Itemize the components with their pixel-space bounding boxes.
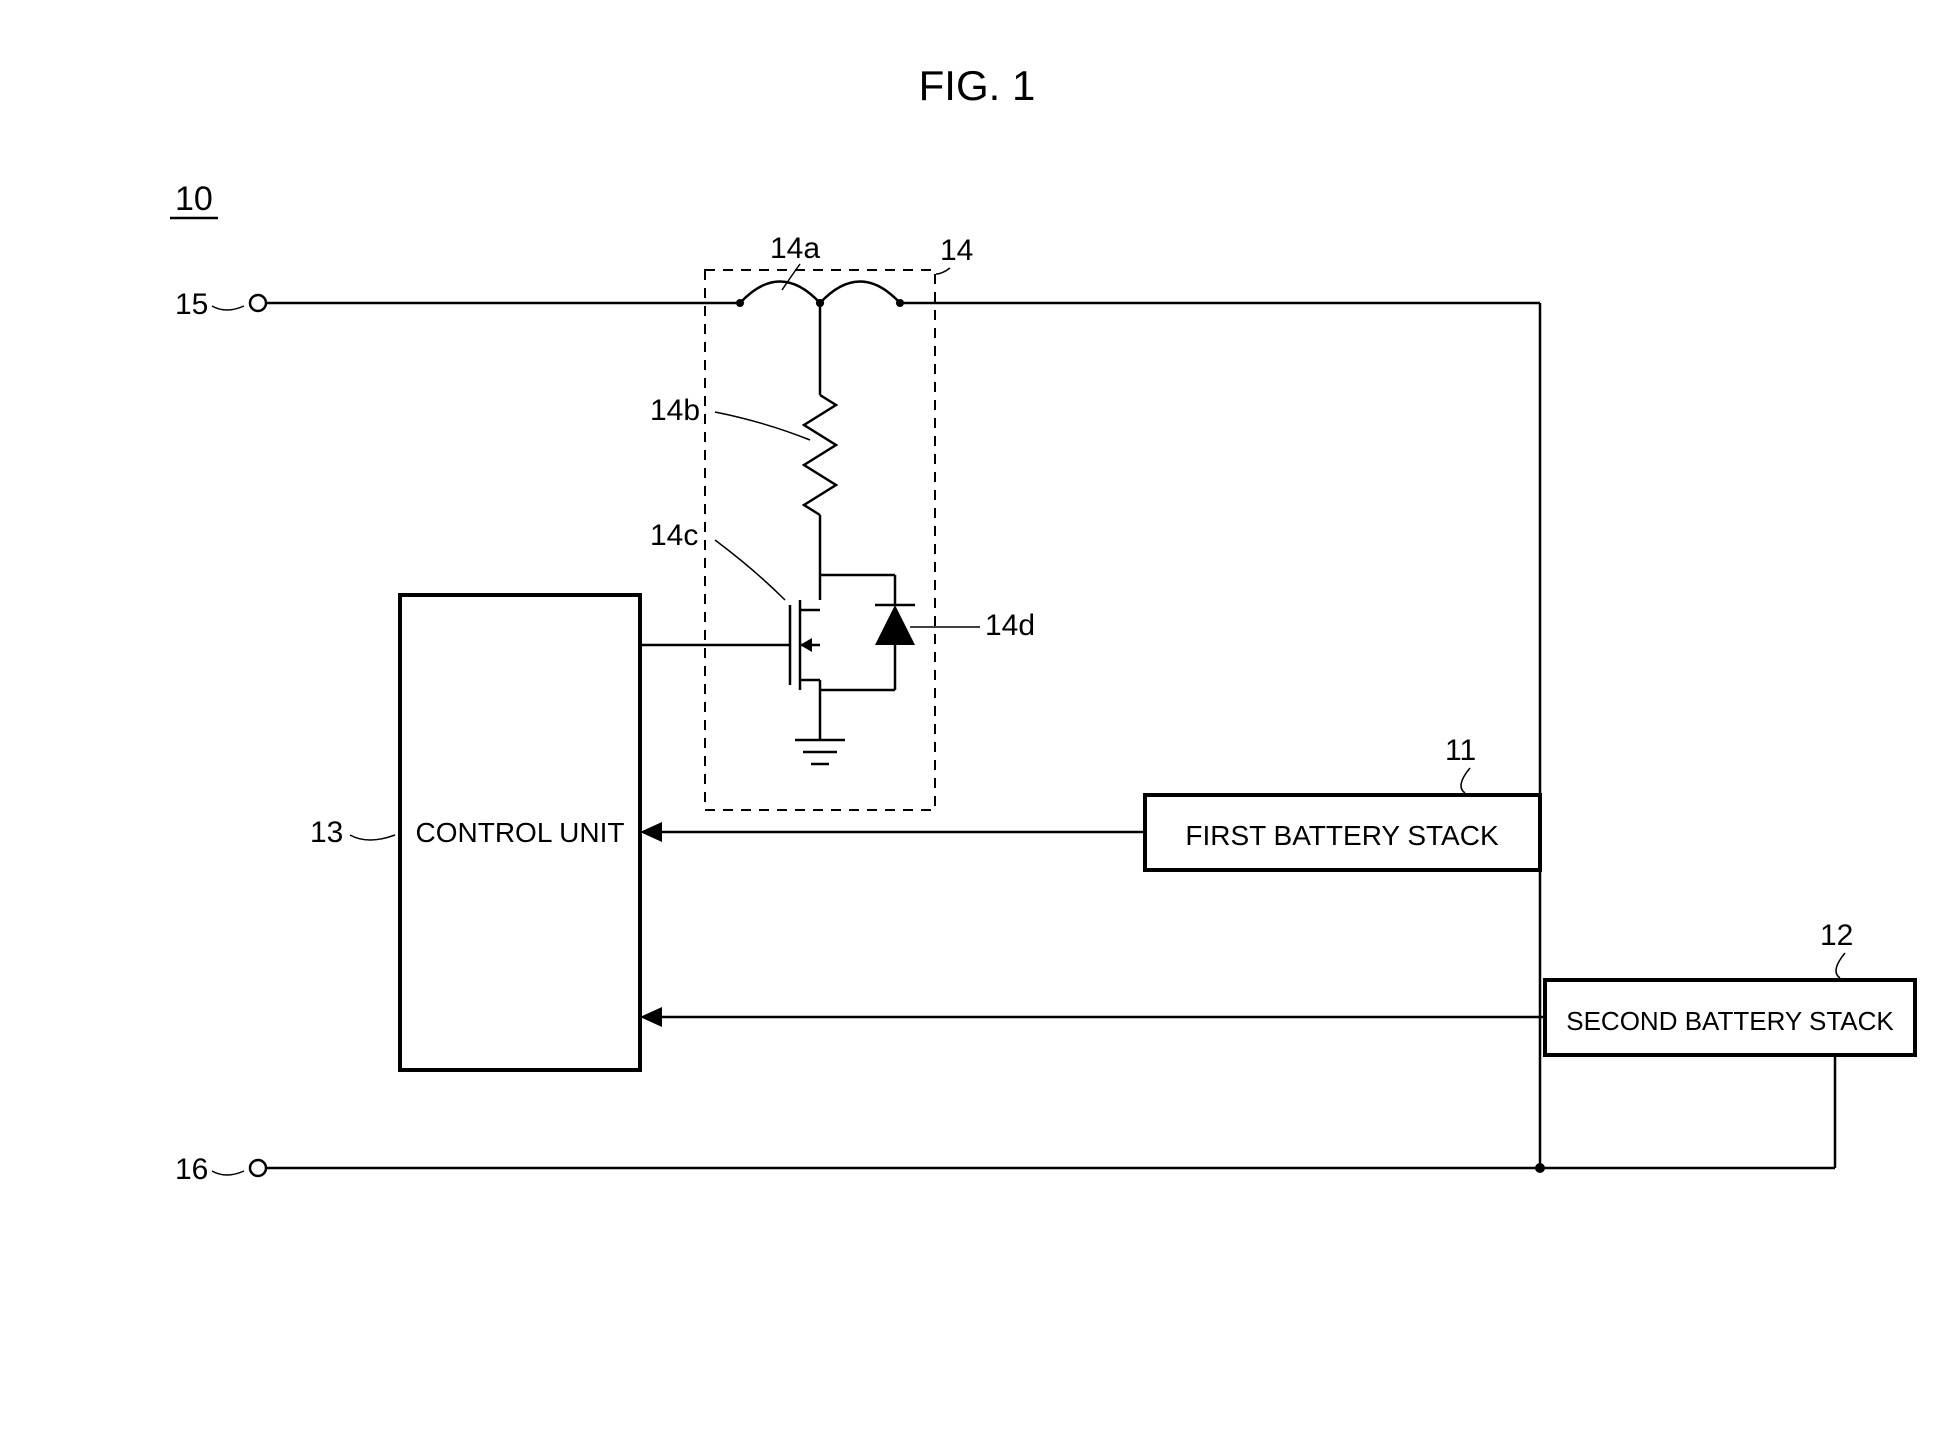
arrow-stack2-to-cu — [640, 1007, 662, 1027]
terminal-15 — [250, 295, 266, 311]
diode-14d — [875, 605, 915, 690]
figure-title: FIG. 1 — [919, 62, 1036, 109]
control-unit-label: CONTROL UNIT — [416, 817, 625, 848]
label-14a: 14a — [770, 232, 820, 265]
figure-ref: 10 — [175, 180, 213, 218]
label-14d: 14d — [985, 609, 1035, 642]
first-battery-stack-label: FIRST BATTERY STACK — [1185, 820, 1499, 851]
label-16: 16 — [175, 1153, 208, 1186]
fuse-14a — [736, 282, 904, 381]
label-11: 11 — [1445, 734, 1476, 767]
label-13: 13 — [310, 816, 343, 849]
mosfet-14c — [640, 555, 915, 764]
second-battery-stack-label: SECOND BATTERY STACK — [1566, 1006, 1894, 1036]
label-14b: 14b — [650, 394, 700, 427]
label-14c: 14c — [650, 519, 698, 552]
terminal-16 — [250, 1160, 266, 1176]
label-12: 12 — [1820, 919, 1853, 952]
label-15: 15 — [175, 288, 208, 321]
arrow-stack1-to-cu — [640, 822, 662, 842]
label-14: 14 — [940, 234, 973, 267]
resistor-14b — [804, 380, 836, 555]
